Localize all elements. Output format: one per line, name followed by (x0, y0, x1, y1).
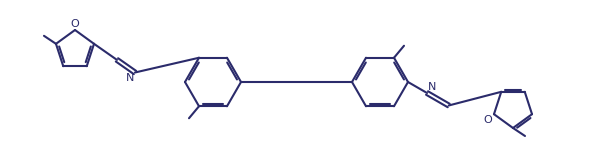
Text: N: N (428, 82, 436, 92)
Text: N: N (126, 74, 134, 83)
Text: O: O (71, 19, 79, 29)
Text: O: O (483, 115, 492, 125)
